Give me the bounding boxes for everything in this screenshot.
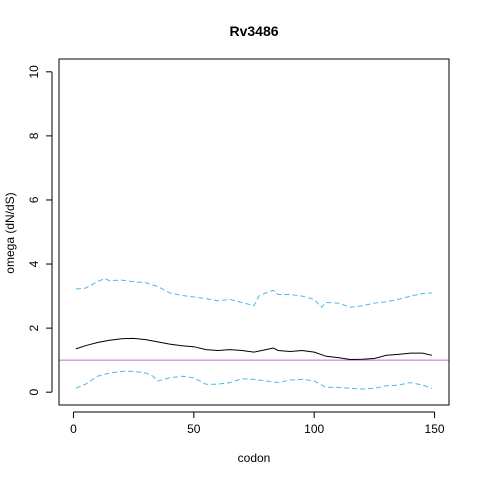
plot-frame (58, 58, 450, 406)
y-tick-label: 6 (27, 196, 41, 203)
x-axis-label: codon (238, 451, 271, 465)
x-tick-label: 100 (304, 422, 324, 436)
y-tick-label: 4 (27, 260, 41, 267)
y-tick-label: 0 (27, 389, 41, 396)
y-tick-label: 8 (27, 132, 41, 139)
y-tick-label: 10 (27, 65, 41, 79)
plot-area: 0 50 100 150 0 2 4 6 8 10 (27, 65, 449, 436)
ci-line-1 (75, 277, 433, 309)
x-tick-label: 0 (70, 422, 77, 436)
estimate-line (75, 337, 433, 361)
x-tick-label: 150 (425, 422, 445, 436)
x-tick-label: 50 (187, 422, 201, 436)
chart-title: Rv3486 (229, 23, 278, 39)
y-tick-label: 2 (27, 324, 41, 331)
ci-line-2 (75, 370, 433, 390)
y-axis-label: omega (dN/dS) (3, 192, 17, 273)
